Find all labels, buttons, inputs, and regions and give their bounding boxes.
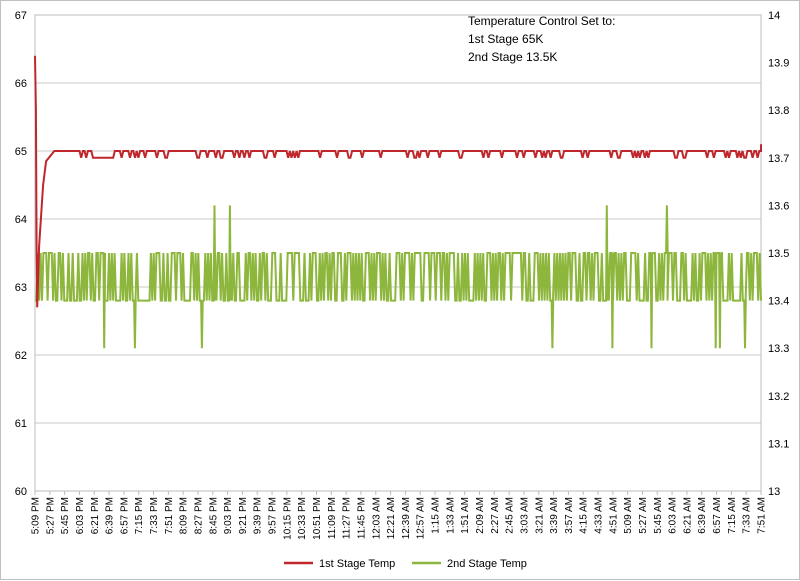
right-tick-label-1: 13.1	[768, 438, 789, 450]
right-tick-label-5: 13.5	[768, 248, 789, 260]
right-tick-label-0: 13	[768, 486, 780, 498]
x-tick-label-26: 12:57 AM	[416, 497, 427, 539]
x-tick-label-34: 3:21 AM	[534, 497, 545, 534]
x-tick-label-4: 6:21 PM	[90, 497, 101, 534]
x-tick-label-3: 6:03 PM	[75, 497, 86, 534]
x-tick-label-2: 5:45 PM	[60, 497, 71, 534]
x-tick-label-15: 9:39 PM	[253, 497, 264, 534]
x-tick-label-39: 4:51 AM	[608, 497, 619, 534]
x-tick-label-6: 6:57 PM	[119, 497, 130, 534]
series-line-2nd-stage	[35, 205, 762, 349]
x-tick-label-37: 4:15 AM	[579, 497, 590, 534]
x-tick-label-36: 3:57 AM	[564, 497, 575, 534]
x-tick-label-31: 2:27 AM	[490, 497, 501, 534]
right-tick-label-7: 13.7	[768, 153, 789, 165]
x-tick-label-28: 1:33 AM	[445, 497, 456, 534]
left-tick-label-7: 67	[15, 10, 27, 22]
x-tick-label-22: 11:45 PM	[356, 497, 367, 539]
x-tick-label-44: 6:21 AM	[682, 497, 693, 534]
plot-area-rect	[34, 14, 762, 492]
left-tick-label-0: 60	[15, 486, 27, 498]
annotation-line-1: Temperature Control Set to:	[468, 14, 615, 28]
legend: 1st Stage Temp 2nd Stage Temp	[284, 558, 527, 570]
x-tick-label-7: 7:15 PM	[134, 497, 145, 534]
left-tick-label-2: 62	[15, 350, 27, 362]
x-tick-label-23: 12:03 AM	[371, 497, 382, 539]
annotation-line-3: 2nd Stage 13.5K	[468, 50, 557, 64]
right-tick-label-9: 13.9	[768, 58, 789, 70]
legend-label-2nd-stage: 2nd Stage Temp	[447, 558, 527, 570]
right-tick-label-3: 13.3	[768, 343, 789, 355]
x-tick-label-40: 5:09 AM	[623, 497, 634, 534]
x-tick-label-25: 12:39 AM	[401, 497, 412, 539]
right-tick-label-8: 13.8	[768, 105, 789, 117]
x-tick-label-5: 6:39 PM	[105, 497, 116, 534]
x-tick-label-32: 2:45 AM	[505, 497, 516, 534]
x-tick-label-30: 2:09 AM	[475, 497, 486, 534]
x-tick-label-12: 8:45 PM	[208, 497, 219, 534]
left-tick-label-4: 64	[15, 214, 27, 226]
x-tick-label-41: 5:27 AM	[638, 497, 649, 534]
annotation: Temperature Control Set to: 1st Stage 65…	[468, 14, 615, 64]
x-tick-label-24: 12:21 AM	[386, 497, 397, 539]
series-line-1st-stage	[34, 55, 762, 308]
x-tick-label-14: 9:21 PM	[238, 497, 249, 534]
x-tick-label-16: 9:57 PM	[268, 497, 279, 534]
right-tick-label-4: 13.4	[768, 296, 789, 308]
x-tick-label-33: 3:03 AM	[519, 497, 530, 534]
right-tick-label-2: 13.2	[768, 391, 789, 403]
x-tick-label-42: 5:45 AM	[653, 497, 664, 534]
x-tick-label-10: 8:09 PM	[179, 497, 190, 534]
x-tick-label-19: 10:51 PM	[312, 497, 323, 540]
x-tick-label-8: 7:33 PM	[149, 497, 160, 534]
x-tick-label-27: 1:15 AM	[431, 497, 442, 534]
x-tick-label-21: 11:27 PM	[342, 497, 353, 539]
x-tick-label-48: 7:33 AM	[742, 497, 753, 534]
x-axis-ticks: 5:09 PM 5:27 PM 5:45 PM 6:03 PM 6:21 PM 6:39 …	[31, 491, 768, 540]
series-layer	[34, 55, 762, 349]
left-tick-label-5: 65	[15, 146, 27, 158]
x-tick-label-20: 11:09 PM	[327, 497, 338, 539]
left-tick-label-1: 61	[15, 418, 27, 430]
x-tick-label-17: 10:15 PM	[282, 497, 293, 540]
x-tick-label-45: 6:39 AM	[697, 497, 708, 534]
right-tick-label-10: 14	[768, 10, 780, 22]
left-tick-label-6: 66	[15, 78, 27, 90]
x-tick-label-43: 6:03 AM	[668, 497, 679, 534]
x-tick-label-1: 5:27 PM	[45, 497, 56, 534]
annotation-line-2: 1st Stage 65K	[468, 32, 543, 46]
left-axis-ticks: 60 61 62 63 64 65 66 67	[15, 10, 27, 498]
plot-area-border	[34, 14, 762, 492]
x-tick-label-38: 4:33 AM	[594, 497, 605, 534]
x-tick-label-13: 9:03 PM	[223, 497, 234, 534]
x-tick-label-18: 10:33 PM	[297, 497, 308, 540]
x-tick-label-11: 8:27 PM	[193, 497, 204, 534]
x-tick-label-49: 7:51 AM	[757, 497, 768, 534]
right-tick-label-6: 13.6	[768, 200, 789, 212]
left-tick-label-3: 63	[15, 282, 27, 294]
x-tick-label-0: 5:09 PM	[31, 497, 42, 534]
legend-label-1st-stage: 1st Stage Temp	[319, 558, 395, 570]
x-tick-label-47: 7:15 AM	[727, 497, 738, 534]
x-tick-label-35: 3:39 AM	[549, 497, 560, 534]
x-tick-label-29: 1:51 AM	[460, 497, 471, 534]
x-tick-label-9: 7:51 PM	[164, 497, 175, 534]
right-axis-ticks: 13 13.1 13.2 13.3 13.4 13.5 13.6 13.7 13.8 13.9 14	[768, 10, 789, 498]
x-tick-label-46: 6:57 AM	[712, 497, 723, 534]
